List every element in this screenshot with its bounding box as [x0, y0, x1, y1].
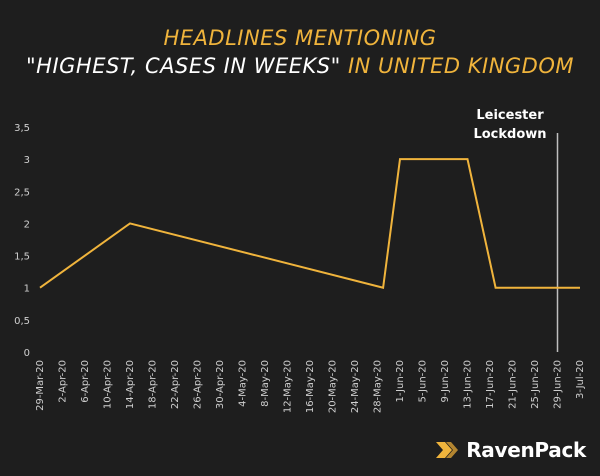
x-tick-label: 4-May-20 [238, 360, 249, 407]
x-tick-label: 28-May-20 [373, 360, 384, 413]
ravenpack-chevron-icon [436, 442, 459, 458]
x-tick-label: 21-Jun-20 [508, 360, 519, 409]
x-tick-label: 13-Jun-20 [463, 360, 474, 409]
x-tick-label: 29-Jun-20 [553, 360, 564, 409]
x-tick-label: 17-Jun-20 [485, 360, 496, 409]
y-tick-label: 0,5 [14, 316, 30, 327]
y-tick-label: 1,5 [14, 252, 30, 263]
chart-title-location: IN UNITED KINGDOM [340, 54, 574, 78]
x-tick-label: 5-Jun-20 [418, 360, 429, 403]
x-tick-label: 29-Mar-20 [35, 360, 46, 411]
x-tick-label: 16-May-20 [305, 360, 316, 413]
x-tick-label: 8-May-20 [260, 360, 271, 407]
chart-title-quote: "HIGHEST, CASES IN WEEKS" [26, 54, 341, 78]
x-tick-label: 1-Jun-20 [395, 360, 406, 403]
x-tick-label: 9-Jun-20 [440, 360, 451, 403]
x-tick-label: 26-Apr-20 [193, 360, 204, 409]
x-tick-label: 6-Apr-20 [80, 360, 91, 403]
x-tick-label: 12-May-20 [283, 360, 294, 413]
x-tick-label: 18-Apr-20 [148, 360, 159, 409]
annotation-group: Leicester Lockdown [473, 108, 559, 352]
x-tick-label: 30-Apr-20 [215, 360, 226, 409]
x-axis: 29-Mar-20 2-Apr-20 6-Apr-20 10-Apr-20 14-Apr… [35, 360, 586, 413]
x-tick-label: 22-Apr-20 [170, 360, 181, 409]
plot-area [39, 158, 580, 289]
x-tick-label: 3-Jul-20 [575, 360, 586, 399]
x-tick-label: 24-May-20 [350, 360, 361, 413]
y-axis: 0 0,5 1 1,5 2 2,5 3 3,5 [14, 123, 30, 359]
chart-title-line2: "HIGHEST, CASES IN WEEKS" IN UNITED KING… [0, 54, 600, 78]
y-tick-label: 2,5 [14, 187, 30, 198]
series-line [39, 158, 580, 289]
y-tick-label: 3,5 [14, 123, 30, 134]
y-tick-label: 3 [24, 155, 30, 166]
annotation-label: Leicester [476, 108, 544, 123]
x-tick-label: 14-Apr-20 [125, 360, 136, 409]
brand-name: RavenPack [466, 438, 586, 462]
y-tick-label: 1 [24, 284, 30, 295]
x-tick-label: 2-Apr-20 [58, 360, 69, 403]
x-tick-label: 20-May-20 [328, 360, 339, 413]
brand-logo: RavenPack [434, 438, 586, 462]
y-tick-label: 2 [24, 219, 30, 230]
y-tick-label: 0 [24, 348, 30, 359]
annotation-label: Lockdown [473, 127, 546, 142]
chart-title-line1: HEADLINES MENTIONING [163, 26, 437, 50]
x-tick-label: 10-Apr-20 [103, 360, 114, 409]
x-tick-label: 25-Jun-20 [530, 360, 541, 409]
